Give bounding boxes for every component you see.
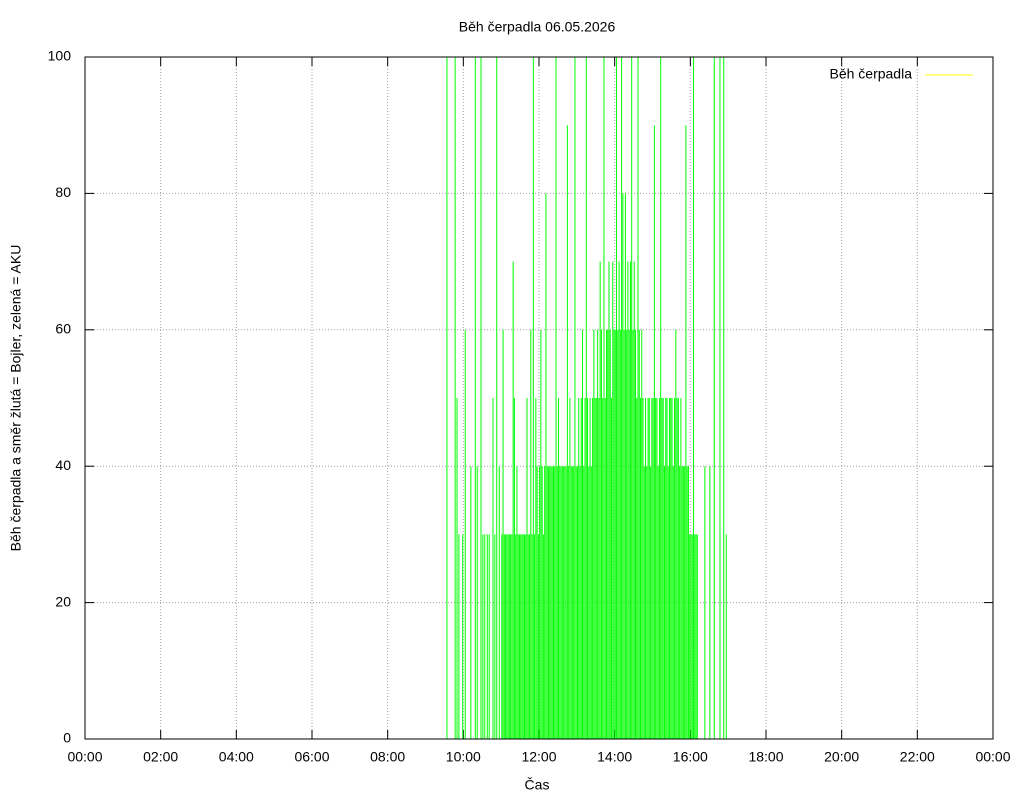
plot-frame	[84, 56, 994, 740]
x-tick-label: 08:00	[370, 749, 405, 765]
x-tick-label: 06:00	[294, 749, 329, 765]
chart-title: Běh čerpadla 06.05.2026	[459, 19, 616, 35]
y-tick-label: 20	[55, 593, 71, 609]
legend-label: Běh čerpadla	[829, 66, 912, 82]
y-tick-label: 0	[63, 730, 71, 746]
x-tick-label: 04:00	[219, 749, 254, 765]
x-tick-label: 10:00	[446, 749, 481, 765]
y-tick-label: 80	[55, 184, 71, 200]
y-tick-label: 40	[55, 457, 71, 473]
y-tick-label: 100	[48, 48, 72, 64]
x-tick-label: 20:00	[824, 749, 859, 765]
x-tick-label: 18:00	[748, 749, 783, 765]
x-tick-label: 00:00	[975, 749, 1010, 765]
x-tick-label: 12:00	[521, 749, 556, 765]
y-axis-label: Běh čerpadla a směr žlutá = Bojler, zele…	[8, 245, 24, 552]
x-tick-label: 02:00	[143, 749, 178, 765]
y-tick-label: 60	[55, 321, 71, 337]
x-tick-label: 00:00	[67, 749, 102, 765]
x-tick-label: 16:00	[673, 749, 708, 765]
x-tick-label: 22:00	[900, 749, 935, 765]
x-axis-label: Čas	[525, 777, 550, 793]
x-tick-label: 14:00	[597, 749, 632, 765]
